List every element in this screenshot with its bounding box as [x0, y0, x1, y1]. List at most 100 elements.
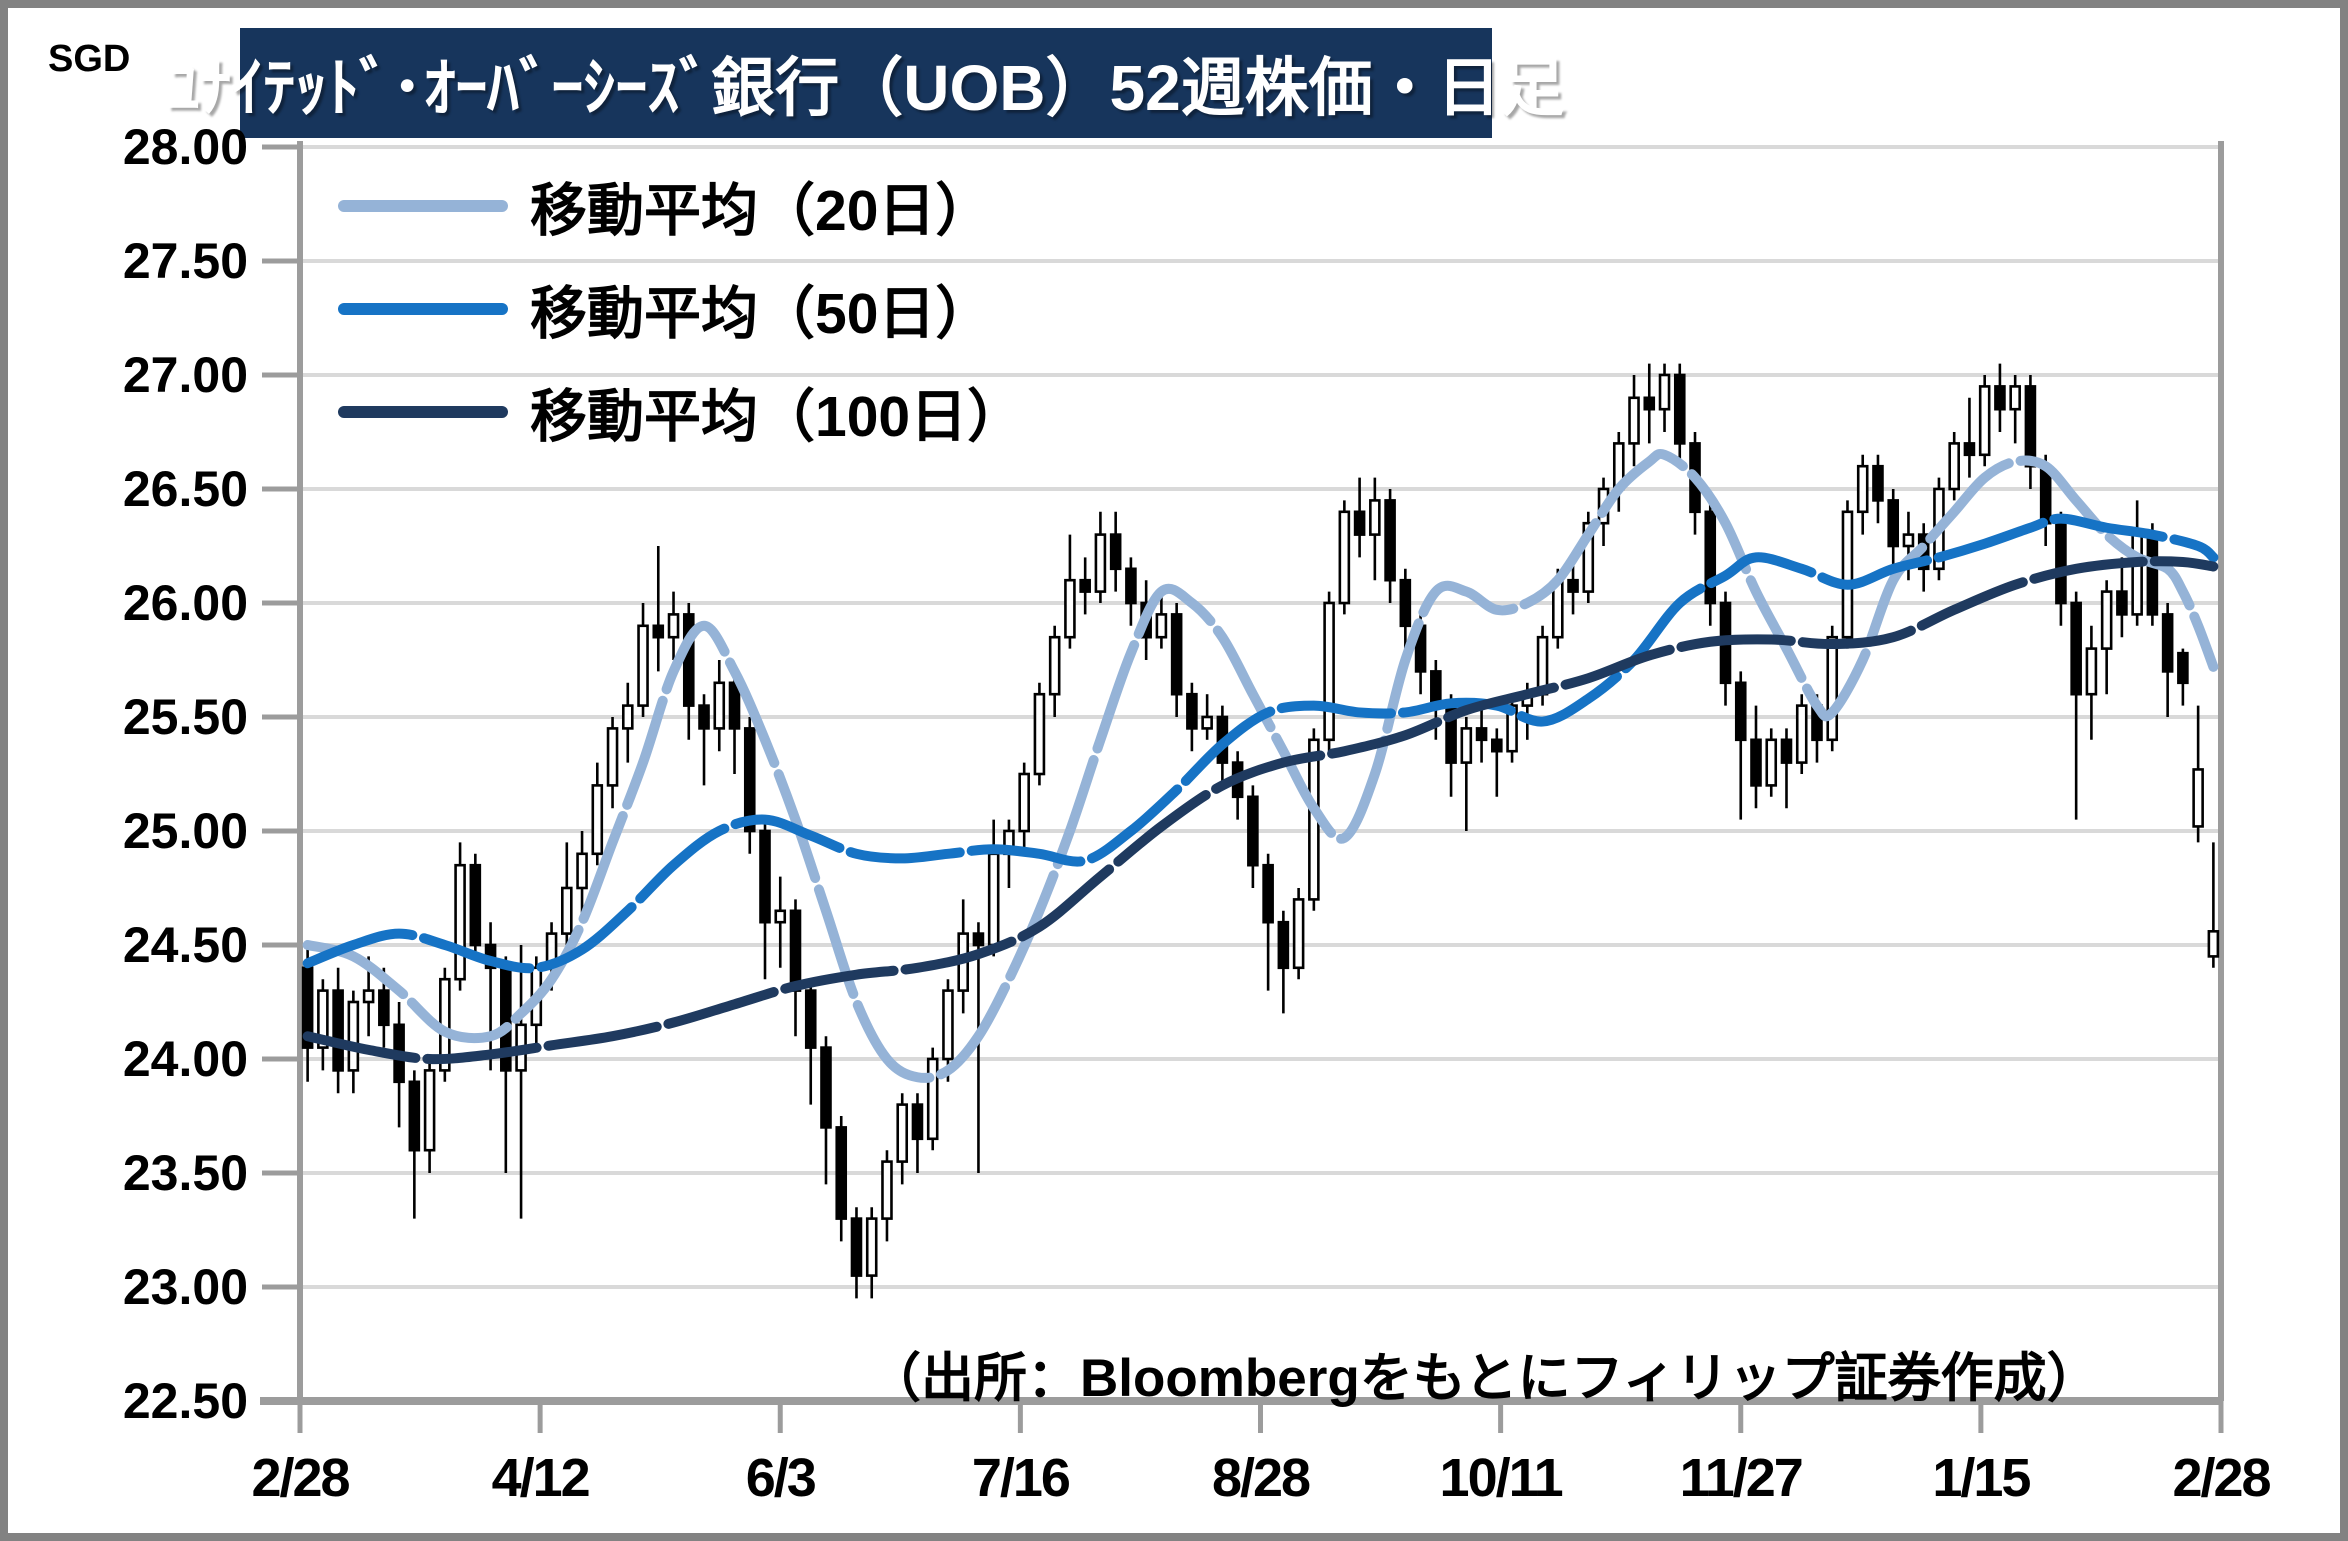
candle-body-down	[1704, 510, 1717, 605]
y-tick-label: 23.50	[123, 1145, 248, 1201]
candle-body-up	[2192, 768, 2204, 828]
candle-body-up	[1033, 692, 1046, 776]
candle-body-up	[606, 727, 619, 787]
candle-body-up	[1826, 635, 1839, 742]
candle-body-up	[1978, 385, 1991, 457]
candle-body-down	[2055, 521, 2067, 605]
ma100-line	[302, 556, 2219, 1065]
candle-body-down	[1872, 464, 1884, 502]
candle-body-down	[1994, 385, 2006, 411]
candle-body-up	[865, 1217, 878, 1277]
candle-body-down	[1079, 578, 1091, 593]
candle-body-down	[835, 1126, 848, 1220]
legend-item-ma100: 移動平均（100日）	[338, 379, 1024, 449]
candle-body-up	[1201, 715, 1213, 730]
candle-body-up	[1765, 738, 1778, 787]
candle-body-down	[972, 932, 985, 947]
candle-body-down	[820, 1046, 832, 1129]
candle-body-down	[1247, 795, 1259, 867]
legend-item-ma50: 移動平均（50日）	[338, 276, 992, 346]
candle-body-up	[1338, 510, 1351, 605]
candle-body-down	[469, 863, 482, 947]
candle-body-up	[576, 852, 588, 890]
candle-body-down	[1750, 738, 1762, 787]
x-tick-label: 7/16	[972, 1448, 1070, 1508]
legend-label-ma20: 移動平均（20日）	[530, 179, 993, 243]
candle-body-down	[1262, 863, 1274, 924]
candle-body-down	[1673, 373, 1686, 445]
candle-body-up	[1323, 601, 1335, 742]
candle-body-down	[2177, 651, 2189, 685]
candle-body-down	[2116, 590, 2128, 616]
y-tick-label: 23.00	[123, 1259, 248, 1315]
candle-body-down	[850, 1217, 863, 1277]
candle-body-up	[1155, 613, 1168, 639]
candle-body-up	[637, 624, 649, 707]
candle-body-down	[408, 1080, 421, 1152]
candle-body-up	[987, 852, 1000, 947]
candle-body-up	[1948, 442, 1960, 491]
candle-body-up	[1582, 521, 1595, 593]
legend-label-ma50: 移動平均（50日）	[530, 282, 993, 346]
candle-body-up	[561, 886, 573, 935]
y-tick-label: 25.50	[123, 689, 248, 745]
candle-body-down	[1186, 692, 1198, 730]
candle-body-up	[1506, 704, 1518, 753]
candle-body-up	[591, 784, 604, 856]
candle-body-down	[332, 989, 344, 1072]
y-tick-label: 25.00	[123, 803, 248, 859]
candle-body-down	[2146, 533, 2159, 616]
page-title: ﾕﾅｲﾃｯﾄﾞ･ｵｰﾊﾞｰｼｰｽﾞ銀行（UOB）52週株価・日足	[167, 52, 1565, 124]
candle-body-down	[1491, 738, 1503, 753]
candle-body-up	[1628, 396, 1640, 445]
candle-body-down	[789, 909, 802, 992]
candle-body-up	[926, 1057, 939, 1141]
candle-body-down	[1887, 499, 1900, 548]
candle-body-down	[682, 613, 695, 707]
price-plot: 28.00 27.50 27.00 26.50 26.00 25.50 25.00 24.50…	[123, 119, 2273, 1508]
candle-body-down	[1780, 738, 1793, 764]
candle-body-up	[1856, 464, 1869, 514]
candle-body-down	[2161, 613, 2174, 673]
ma50-line-swatch	[338, 303, 508, 315]
candle-body-down	[1170, 613, 1183, 696]
candle-body-down	[1963, 442, 1976, 457]
candle-body-down	[2070, 601, 2082, 696]
candle-body-up	[423, 1069, 436, 1152]
candle-body-down	[1734, 681, 1747, 742]
y-tick-label: 27.50	[123, 233, 248, 289]
y-tick-label: 24.00	[123, 1031, 248, 1087]
candle-body-up	[1460, 727, 1473, 764]
candle-body-up	[347, 1000, 360, 1072]
candle-body-up	[942, 989, 954, 1061]
candle-body-down	[698, 704, 710, 730]
y-axis-unit-label: SGD	[48, 38, 131, 80]
source-note: （出所：Bloombergをもとにフィリップ証券作成）	[868, 1349, 2100, 1408]
candle-body-down	[652, 624, 665, 639]
y-tick-label: 28.00	[123, 119, 248, 175]
candle-body-down	[1277, 920, 1290, 970]
candle-body-down	[804, 989, 817, 1049]
candle-body-up	[2207, 930, 2220, 958]
candle-body-up	[881, 1160, 893, 1220]
gridlines	[300, 145, 2221, 1403]
candle-body-up	[454, 863, 466, 981]
ma50-line	[302, 513, 2219, 974]
candle-body-up	[621, 704, 634, 730]
candle-body-down	[743, 727, 756, 833]
candle-body-down	[378, 989, 390, 1027]
y-tick-label: 26.50	[123, 461, 248, 517]
candle-body-up	[896, 1103, 909, 1163]
candle-body-down	[2024, 385, 2037, 468]
candle-body-up	[774, 909, 787, 924]
candle-body-down	[1399, 578, 1412, 628]
candle-body-down	[1125, 567, 1137, 605]
x-tick-label: 8/28	[1212, 1448, 1310, 1508]
x-tick-label: 1/15	[1932, 1448, 2030, 1508]
x-tick-label: 11/27	[1680, 1448, 1802, 1508]
x-tick-label: 4/12	[492, 1448, 589, 1508]
candle-body-up	[1292, 898, 1305, 970]
candle-body-up	[2131, 533, 2143, 616]
candle-body-up	[317, 989, 329, 1049]
